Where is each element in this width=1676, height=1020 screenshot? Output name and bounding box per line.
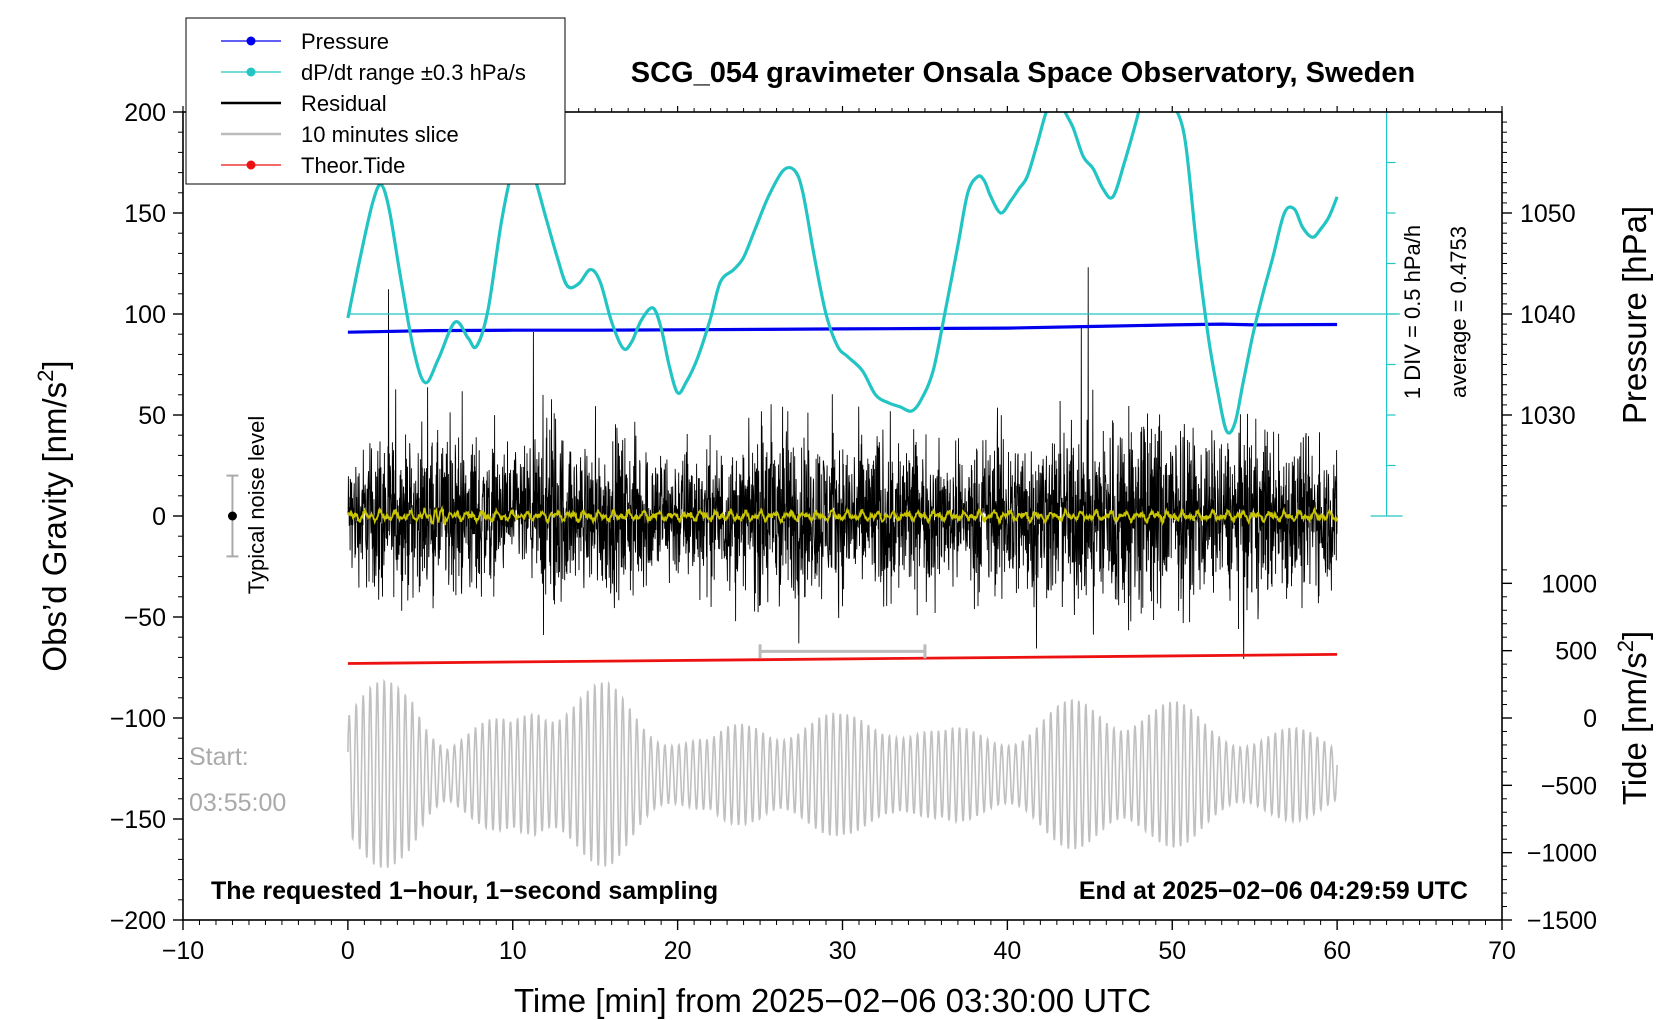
x-tick-label: 10: [499, 937, 527, 965]
start-time: 03:55:00: [189, 789, 286, 817]
filtered-residual-trace: [347, 505, 1338, 526]
dpdt-scale-bar: [1370, 112, 1403, 517]
tide-axis-label-end: ]: [1616, 631, 1653, 640]
y-tick-label: −100: [110, 705, 166, 733]
x-tick-label: −10: [162, 937, 204, 965]
slice-range-bracket: [758, 644, 927, 659]
y-tick-label: −150: [110, 806, 166, 834]
y-tick-label: 200: [124, 99, 166, 127]
tide-tick-label: 0: [1583, 705, 1597, 733]
y-axis-label-end: ]: [36, 360, 73, 369]
tide-tick-label: 500: [1555, 638, 1597, 666]
noise-level-indicator: Typical noise level: [226, 416, 269, 595]
slice-trace: [347, 678, 1338, 868]
axes-layer: −10 0 10 20 30 40 50 60 70−200−150−100−500501001…: [33, 99, 1653, 1019]
theoretical-tide-line: [347, 653, 1338, 665]
start-label: Start:: [189, 743, 249, 771]
tide-tick-label: −500: [1541, 772, 1597, 800]
x-tick-label: 70: [1488, 937, 1516, 965]
legend-label: dP/dt range ±0.3 hPa/s: [301, 60, 526, 85]
pressure-tick-label: 1030: [1520, 402, 1576, 430]
legend-marker: [246, 36, 256, 46]
x-tick-label: 60: [1323, 937, 1351, 965]
y-axis-label: Obs’d Gravity [nm/s2]: [33, 360, 73, 671]
legend-label: Residual: [301, 91, 387, 116]
x-tick-label: 30: [829, 937, 857, 965]
y-tick-label: 150: [124, 200, 166, 228]
y-tick-label: 50: [138, 402, 166, 430]
x-axis-label: Time [min] from 2025−02−06 03:30:00 UTC: [514, 982, 1151, 1019]
dpdt-average-label: average = 0.4753: [1446, 226, 1471, 398]
tide-axis-label-sup: 2: [1613, 640, 1638, 652]
y-tick-label: 100: [124, 301, 166, 329]
legend-label: 10 minutes slice: [301, 122, 459, 147]
legend-entry: Theor.Tide: [221, 153, 405, 178]
chart-title: SCG_054 gravimeter Onsala Space Observat…: [631, 57, 1415, 89]
series-layer: [346, 112, 1403, 868]
y-axis-label-main: Obs’d Gravity [nm/s: [36, 382, 73, 672]
legend-entry: Residual: [221, 91, 387, 116]
x-tick-label: 50: [1158, 937, 1186, 965]
legend-marker: [246, 67, 256, 77]
x-tick-label: 20: [664, 937, 692, 965]
tide-axis-label-main: Tide [nm/s: [1616, 652, 1653, 805]
noise-level-dot: [227, 511, 237, 521]
legend-box: [185, 17, 566, 185]
tide-axis-label: Tide [nm/s2]: [1613, 631, 1653, 805]
legend-marker: [246, 160, 256, 170]
legend-entry: Pressure: [221, 29, 389, 54]
y-tick-label: 0: [152, 503, 166, 531]
y-tick-label: −50: [124, 604, 166, 632]
noise-level-label: Typical noise level: [244, 416, 269, 595]
tide-tick-label: −1000: [1527, 840, 1597, 868]
x-tick-label: 0: [341, 937, 355, 965]
sampling-note: The requested 1−hour, 1−second sampling: [211, 877, 718, 905]
legend: Pressure dP/dt range ±0.3 hPa/s Residual 10…: [185, 17, 566, 185]
annotation-layer: SCG_054 gravimeter Onsala Space Observat…: [189, 57, 1471, 905]
legend-label: Pressure: [301, 29, 389, 54]
legend-label: Theor.Tide: [301, 153, 405, 178]
pressure-line: [347, 322, 1338, 334]
end-time-note: End at 2025−02−06 04:29:59 UTC: [1079, 877, 1468, 905]
residual-trace: [347, 267, 1338, 660]
legend-entry: dP/dt range ±0.3 hPa/s: [221, 60, 526, 85]
x-tick-label: 40: [993, 937, 1021, 965]
y-tick-label: −200: [110, 907, 166, 935]
pressure-axis-label: Pressure [hPa]: [1616, 206, 1653, 424]
legend-entry: 10 minutes slice: [221, 122, 459, 147]
pressure-tick-label: 1050: [1520, 200, 1576, 228]
tide-tick-label: 1000: [1541, 570, 1597, 598]
tide-tick-label: −1500: [1527, 907, 1597, 935]
y-axis-label-sup: 2: [33, 370, 58, 382]
pressure-tick-label: 1040: [1520, 301, 1576, 329]
dpdt-division-label: 1 DIV = 0.5 hPa/h: [1400, 225, 1425, 399]
